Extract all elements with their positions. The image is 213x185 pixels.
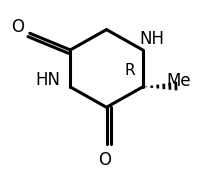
Text: NH: NH: [140, 30, 165, 48]
Text: O: O: [12, 18, 25, 36]
Text: R: R: [125, 63, 135, 78]
Text: Me: Me: [167, 72, 191, 90]
Text: O: O: [98, 151, 111, 169]
Text: HN: HN: [35, 71, 60, 90]
